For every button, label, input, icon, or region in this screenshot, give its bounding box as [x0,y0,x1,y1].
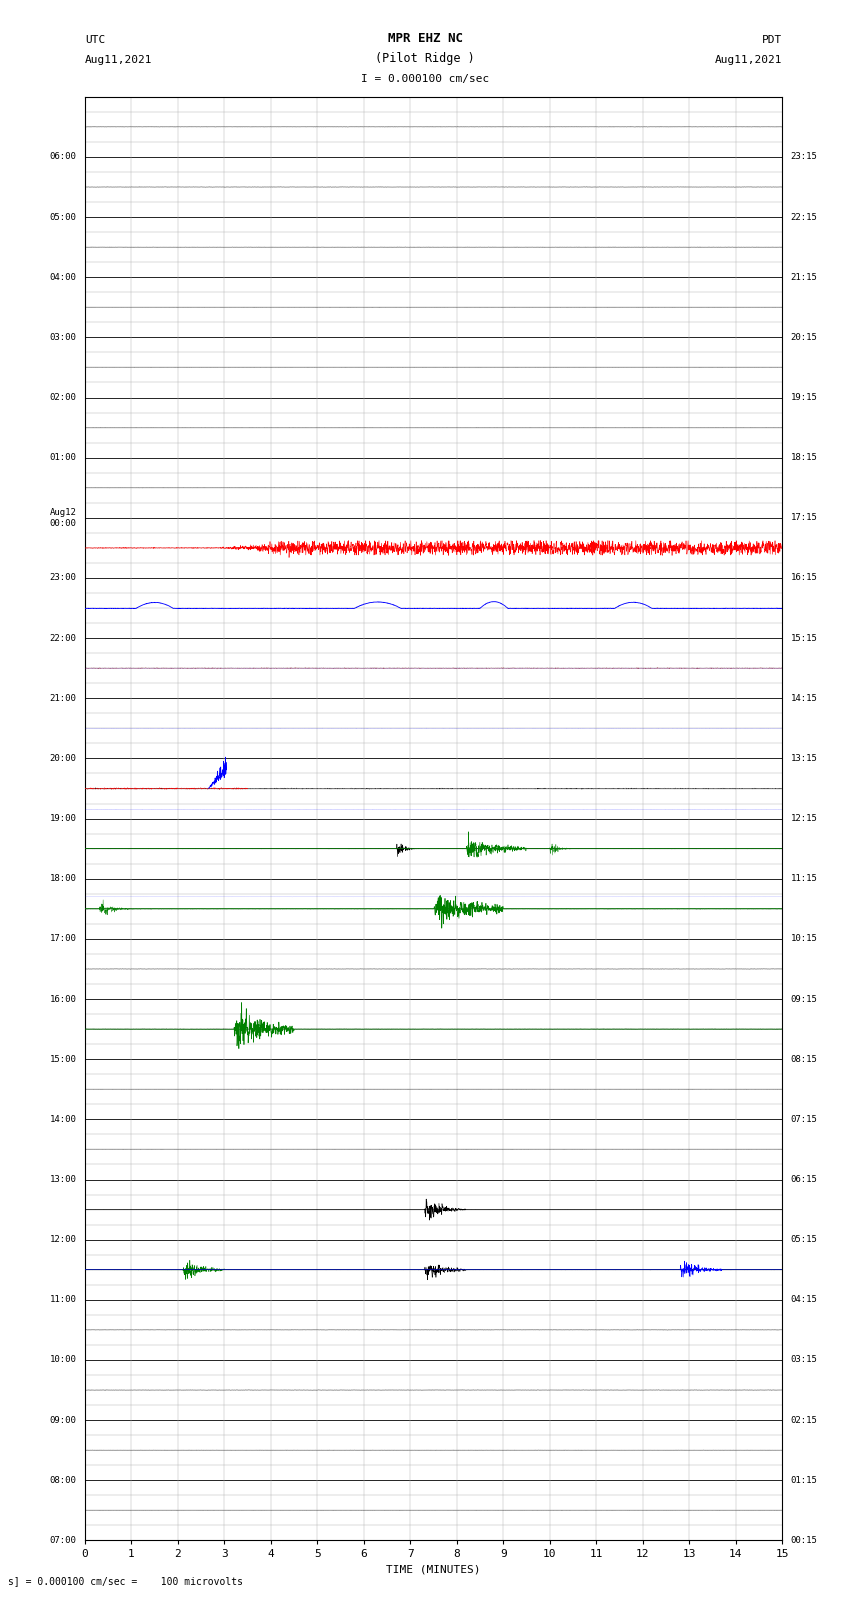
Text: 01:00: 01:00 [50,453,76,463]
Text: 20:15: 20:15 [790,332,817,342]
Text: 19:15: 19:15 [790,394,817,402]
Text: 23:00: 23:00 [50,574,76,582]
Text: 02:15: 02:15 [790,1416,817,1424]
Text: 05:15: 05:15 [790,1236,817,1244]
Text: 04:15: 04:15 [790,1295,817,1305]
Text: 21:00: 21:00 [50,694,76,703]
Text: 10:15: 10:15 [790,934,817,944]
Text: 22:15: 22:15 [790,213,817,221]
X-axis label: TIME (MINUTES): TIME (MINUTES) [386,1565,481,1574]
Text: 10:00: 10:00 [50,1355,76,1365]
Text: PDT: PDT [762,35,782,45]
Text: 11:00: 11:00 [50,1295,76,1305]
Text: 04:00: 04:00 [50,273,76,282]
Text: Aug11,2021: Aug11,2021 [85,55,152,65]
Text: 01:15: 01:15 [790,1476,817,1484]
Text: 03:00: 03:00 [50,332,76,342]
Text: 17:15: 17:15 [790,513,817,523]
Text: 12:00: 12:00 [50,1236,76,1244]
Text: 15:15: 15:15 [790,634,817,642]
Text: 23:15: 23:15 [790,153,817,161]
Text: 06:15: 06:15 [790,1174,817,1184]
Text: 09:15: 09:15 [790,995,817,1003]
Text: 08:00: 08:00 [50,1476,76,1484]
Text: 08:15: 08:15 [790,1055,817,1063]
Text: 20:00: 20:00 [50,753,76,763]
Text: 19:00: 19:00 [50,815,76,823]
Text: MPR EHZ NC: MPR EHZ NC [388,32,462,45]
Text: 16:15: 16:15 [790,574,817,582]
Text: (Pilot Ridge ): (Pilot Ridge ) [375,52,475,65]
Text: 05:00: 05:00 [50,213,76,221]
Text: 02:00: 02:00 [50,394,76,402]
Text: 18:15: 18:15 [790,453,817,463]
Text: UTC: UTC [85,35,105,45]
Text: Aug11,2021: Aug11,2021 [715,55,782,65]
Text: 13:15: 13:15 [790,753,817,763]
Text: 07:15: 07:15 [790,1115,817,1124]
Text: 15:00: 15:00 [50,1055,76,1063]
Text: 00:15: 00:15 [790,1536,817,1545]
Text: 14:00: 14:00 [50,1115,76,1124]
Text: 07:00: 07:00 [50,1536,76,1545]
Text: 09:00: 09:00 [50,1416,76,1424]
Text: 14:15: 14:15 [790,694,817,703]
Text: 06:00: 06:00 [50,153,76,161]
Text: 13:00: 13:00 [50,1174,76,1184]
Text: 12:15: 12:15 [790,815,817,823]
Text: 11:15: 11:15 [790,874,817,884]
Text: 22:00: 22:00 [50,634,76,642]
Text: 21:15: 21:15 [790,273,817,282]
Text: 17:00: 17:00 [50,934,76,944]
Text: 03:15: 03:15 [790,1355,817,1365]
Text: s] = 0.000100 cm/sec =    100 microvolts: s] = 0.000100 cm/sec = 100 microvolts [8,1576,243,1586]
Text: Aug12
00:00: Aug12 00:00 [50,508,76,527]
Text: 16:00: 16:00 [50,995,76,1003]
Text: I = 0.000100 cm/sec: I = 0.000100 cm/sec [361,74,489,84]
Text: 18:00: 18:00 [50,874,76,884]
